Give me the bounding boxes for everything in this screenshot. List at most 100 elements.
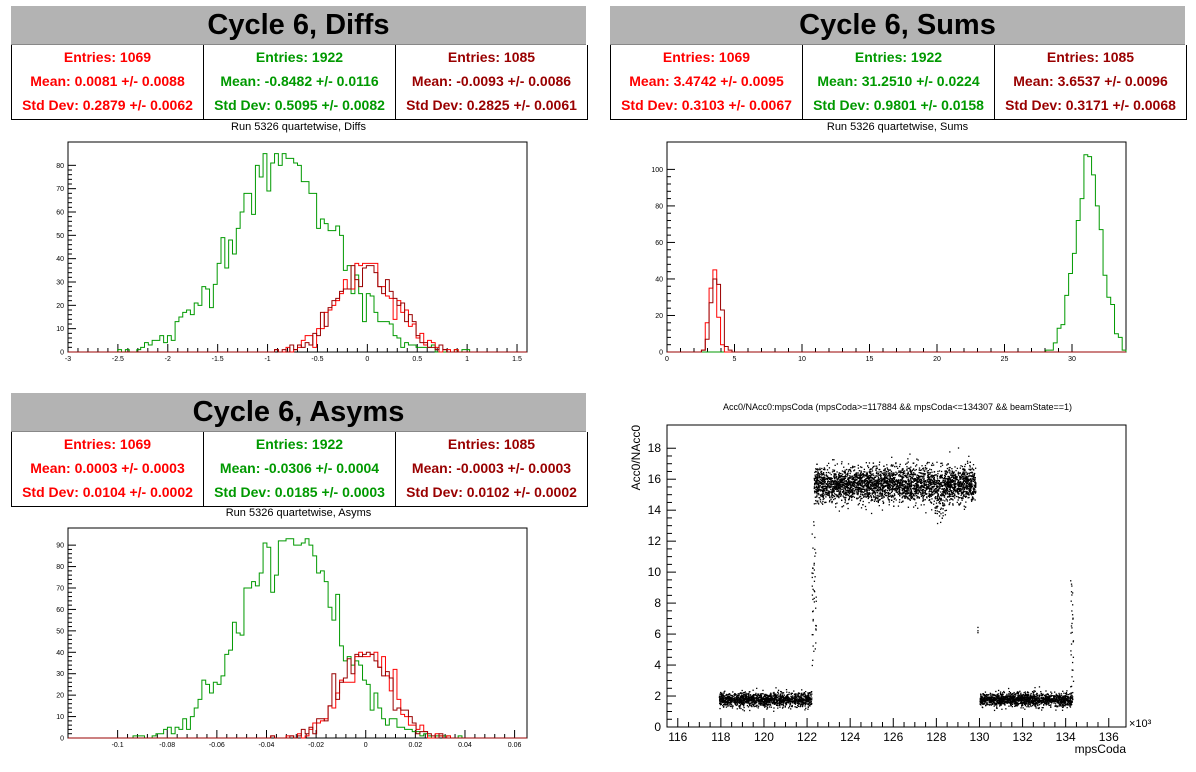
- y-axis-label: Acc0/NAcc0: [629, 425, 643, 491]
- scatter-point: [888, 499, 890, 501]
- scatter-point: [875, 484, 877, 486]
- scatter-point: [908, 475, 910, 477]
- scatter-point: [825, 474, 828, 476]
- scatter-point: [729, 701, 732, 703]
- scatter-point: [853, 470, 855, 472]
- scatter-point: [834, 488, 837, 491]
- scatter-point: [946, 490, 948, 493]
- scatter-point: [796, 706, 798, 709]
- scatter-point: [908, 484, 910, 486]
- scatter-point: [928, 493, 930, 495]
- scatter-point: [951, 479, 953, 481]
- scatter-point: [867, 477, 869, 480]
- scatter-point: [801, 702, 803, 704]
- scatter-point: [889, 469, 892, 471]
- scatter-point: [770, 702, 772, 704]
- scatter-point: [747, 706, 750, 708]
- scatter-point: [952, 503, 954, 505]
- scatter-point: [881, 486, 884, 489]
- scatter-point: [883, 489, 885, 492]
- scatter-point: [898, 484, 901, 486]
- scatter-point: [960, 487, 962, 490]
- scatter-frame: [666, 424, 1127, 728]
- scatter-point: [902, 490, 904, 492]
- scatter-point: [741, 696, 744, 698]
- scatter-point: [767, 698, 769, 701]
- scatter-point: [760, 693, 762, 695]
- scatter-point: [820, 472, 823, 475]
- scatter-point: [810, 700, 812, 703]
- scatter-point: [868, 485, 870, 488]
- scatter-point: [721, 694, 724, 696]
- scatter-point: [798, 696, 801, 698]
- scatter-point: [923, 469, 925, 471]
- scatter-point: [817, 482, 819, 484]
- scatter-point: [894, 497, 896, 499]
- scatter-point: [723, 702, 726, 704]
- scatter-point: [822, 495, 825, 497]
- stat-entries: Entries: 1085: [1046, 49, 1135, 65]
- scatter-point: [961, 499, 963, 501]
- scatter-point: [788, 705, 791, 708]
- scatter-point: [859, 472, 862, 474]
- scatter-point: [902, 484, 905, 486]
- scatter-point: [738, 705, 740, 708]
- scatter-point: [974, 488, 976, 491]
- scatter-point: [782, 693, 784, 695]
- x-tick-label: -0.02: [308, 742, 324, 749]
- scatter-point: [907, 473, 909, 476]
- scatter-point: [942, 479, 944, 482]
- scatter-point: [753, 693, 755, 696]
- scatter-point: [862, 482, 864, 484]
- stat-entries: Entries: 1922: [255, 436, 344, 452]
- scatter-point: [936, 512, 939, 515]
- scatter-point: [794, 698, 796, 700]
- scatter-point: [963, 478, 965, 481]
- scatter-point: [864, 495, 866, 497]
- scatter-point: [970, 485, 972, 487]
- scatter-point: [965, 501, 967, 503]
- scatter-point: [820, 476, 822, 478]
- scatter-point: [820, 489, 823, 491]
- scatter-point: [938, 470, 941, 472]
- scatter-point: [956, 482, 958, 485]
- scatter-point: [831, 488, 834, 491]
- scatter-point: [916, 496, 919, 498]
- scatter-point: [891, 478, 893, 480]
- scatter-point: [975, 484, 977, 486]
- scatter-point: [730, 697, 733, 699]
- scatter-point: [719, 700, 721, 702]
- scatter-point: [860, 485, 862, 487]
- scatter-point: [875, 487, 877, 489]
- scatter-point: [777, 707, 779, 709]
- scatter-point: [941, 488, 943, 490]
- scatter-point: [783, 694, 786, 696]
- scatter-point: [891, 479, 893, 481]
- scatter-point: [801, 703, 803, 705]
- scatter-point: [922, 491, 924, 493]
- scatter-point: [900, 479, 902, 481]
- scatter-point: [939, 502, 942, 505]
- scatter-point: [968, 468, 970, 470]
- scatter-point: [963, 488, 965, 491]
- scatter-point: [878, 468, 880, 471]
- scatter-point: [799, 697, 801, 699]
- scatter-point: [846, 487, 849, 489]
- x-tick-label: 0.06: [508, 742, 522, 749]
- scatter-point: [852, 482, 854, 484]
- scatter-point: [803, 699, 805, 701]
- scatter-point: [892, 483, 894, 485]
- scatter-point: [736, 700, 738, 702]
- scatter-point: [876, 479, 878, 481]
- scatter-point: [943, 480, 945, 482]
- scatter-point: [866, 477, 868, 479]
- scatter-point: [846, 482, 848, 485]
- scatter-point: [915, 483, 918, 485]
- scatter-point: [808, 692, 811, 694]
- scatter-point: [785, 696, 787, 698]
- scatter-point: [922, 477, 924, 479]
- scatter-point: [747, 698, 749, 700]
- scatter-point: [751, 705, 753, 708]
- scatter-point: [726, 700, 728, 703]
- scatter-point: [793, 693, 796, 695]
